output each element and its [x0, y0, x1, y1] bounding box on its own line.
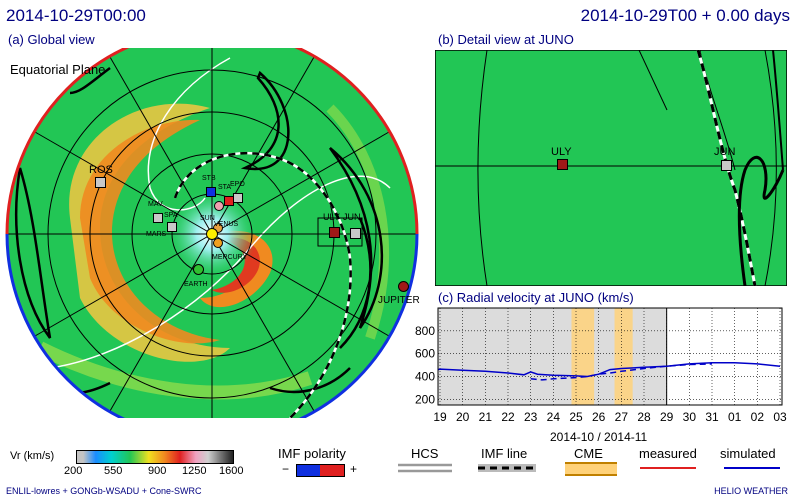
chart-xlabel: 2014-10 / 2014-11 [550, 430, 648, 444]
imf-line-label: IMF line [481, 446, 528, 461]
equatorial-plane-label: Equatorial Plane [10, 62, 106, 77]
sun-label: SUN [200, 215, 215, 222]
detail-uly-marker [557, 159, 568, 170]
series-line-simulated-dashed [530, 363, 713, 381]
polarity-positive-swatch [320, 464, 345, 477]
x-tick-label: 24 [547, 410, 561, 424]
ros-marker [95, 177, 106, 188]
x-tick-label: 19 [433, 410, 447, 424]
simulated-swatch [724, 467, 780, 469]
earth-marker [193, 264, 204, 275]
epo-marker [233, 193, 243, 203]
uly-label: ULY [323, 212, 340, 222]
x-tick-label: 28 [637, 410, 651, 424]
panel-b-title: (b) Detail view at JUNO [438, 32, 574, 47]
earth-label: EARTH [184, 281, 208, 288]
panel-a-title: (a) Global view [8, 32, 95, 47]
simulated-label: simulated [720, 446, 776, 461]
hcs-label: HCS [411, 446, 439, 461]
x-tick-label: 02 [751, 410, 765, 424]
y-tick-label: 600 [415, 347, 435, 361]
colorbar-tick: 900 [148, 465, 167, 477]
datetime-title: 2014-10-29T00:00 [6, 6, 146, 25]
detail-jun-marker [721, 160, 732, 171]
x-tick-label: 23 [524, 410, 538, 424]
x-tick-label: 26 [592, 410, 606, 424]
colorbar-tick: 1600 [219, 465, 244, 477]
model-credit: ENLIL-lowres + GONGb-WSADU + Cone-SWRC [6, 486, 202, 496]
cme-band [614, 308, 633, 405]
measured-label: measured [639, 446, 697, 461]
spa-label: SPA [164, 212, 178, 219]
sun-marker [206, 228, 218, 240]
colorbar-label: Vr (km/s) [10, 450, 55, 462]
cme-band [571, 308, 595, 405]
cme-swatch [565, 462, 617, 476]
x-tick-label: 31 [705, 410, 719, 424]
venus-label: VENUS [214, 221, 239, 228]
x-tick-label: 03 [773, 410, 787, 424]
spa-marker [167, 222, 177, 232]
epo-label: EPO [230, 181, 245, 188]
mercury-label: MERCURY [212, 254, 248, 261]
jun-marker [350, 228, 361, 239]
x-tick-label: 29 [660, 410, 674, 424]
x-tick-label: 21 [479, 410, 493, 424]
y-tick-label: 400 [415, 369, 435, 383]
x-tick-label: 25 [569, 410, 583, 424]
x-tick-label: 20 [456, 410, 470, 424]
y-tick-label: 200 [415, 392, 435, 406]
mars-label: MARS [146, 231, 167, 238]
chart-title: (c) Radial velocity at JUNO (km/s) [438, 290, 634, 305]
sta-label: STA [218, 184, 232, 191]
series-line-simulated [437, 362, 781, 378]
mav-marker [153, 213, 163, 223]
jupiter-label: JUPITER [378, 295, 420, 306]
jupiter-marker [398, 281, 409, 292]
polarity-minus: − [282, 462, 290, 476]
polarity-negative-swatch [296, 464, 322, 477]
detail-jun-label: JUN [714, 146, 736, 158]
jun-label: JUN [343, 212, 361, 222]
x-tick-label: 22 [501, 410, 515, 424]
ros-label: ROS [89, 164, 113, 176]
colorbar-tick: 200 [64, 465, 83, 477]
datetime-offset-title: 2014-10-29T00 + 0.00 days [580, 6, 790, 25]
cme-label: CME [574, 446, 603, 461]
x-tick-label: 30 [683, 410, 697, 424]
imf-line-swatch [478, 464, 536, 472]
imf-polarity-label: IMF polarity [278, 446, 346, 461]
radial-velocity-chart: 200 400 600 800 19 20 21 22 23 24 25 26 27 28 29 30 31 01… [415, 307, 787, 424]
stb-marker [206, 187, 216, 197]
x-tick-label: 27 [615, 410, 629, 424]
detail-view-plot [435, 50, 787, 286]
chart-frame [437, 307, 783, 406]
global-view-plot [5, 48, 419, 418]
colorbar [76, 450, 234, 464]
colorbar-tick: 550 [104, 465, 123, 477]
detail-uly-label: ULY [551, 146, 572, 158]
uly-marker [329, 227, 340, 238]
y-tick-label: 800 [415, 324, 435, 338]
mercury-marker [213, 238, 223, 248]
x-tick-label: 01 [728, 410, 742, 424]
stb-label: STB [202, 175, 216, 182]
measured-swatch [640, 467, 696, 469]
brand-credit: HELIO WEATHER [714, 486, 788, 496]
hcs-swatch [398, 463, 452, 473]
colorbar-tick: 1250 [182, 465, 207, 477]
soho-marker [214, 201, 224, 211]
polarity-plus: + [350, 462, 358, 476]
mav-label: MAV [148, 201, 163, 208]
